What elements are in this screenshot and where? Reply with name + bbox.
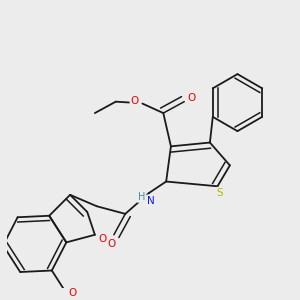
Text: O: O xyxy=(69,288,77,298)
Text: S: S xyxy=(216,188,223,198)
Text: O: O xyxy=(108,239,116,249)
Text: O: O xyxy=(98,234,106,244)
Text: O: O xyxy=(131,96,139,106)
Text: N: N xyxy=(147,196,155,206)
Text: O: O xyxy=(188,93,196,103)
Text: H: H xyxy=(138,192,145,202)
